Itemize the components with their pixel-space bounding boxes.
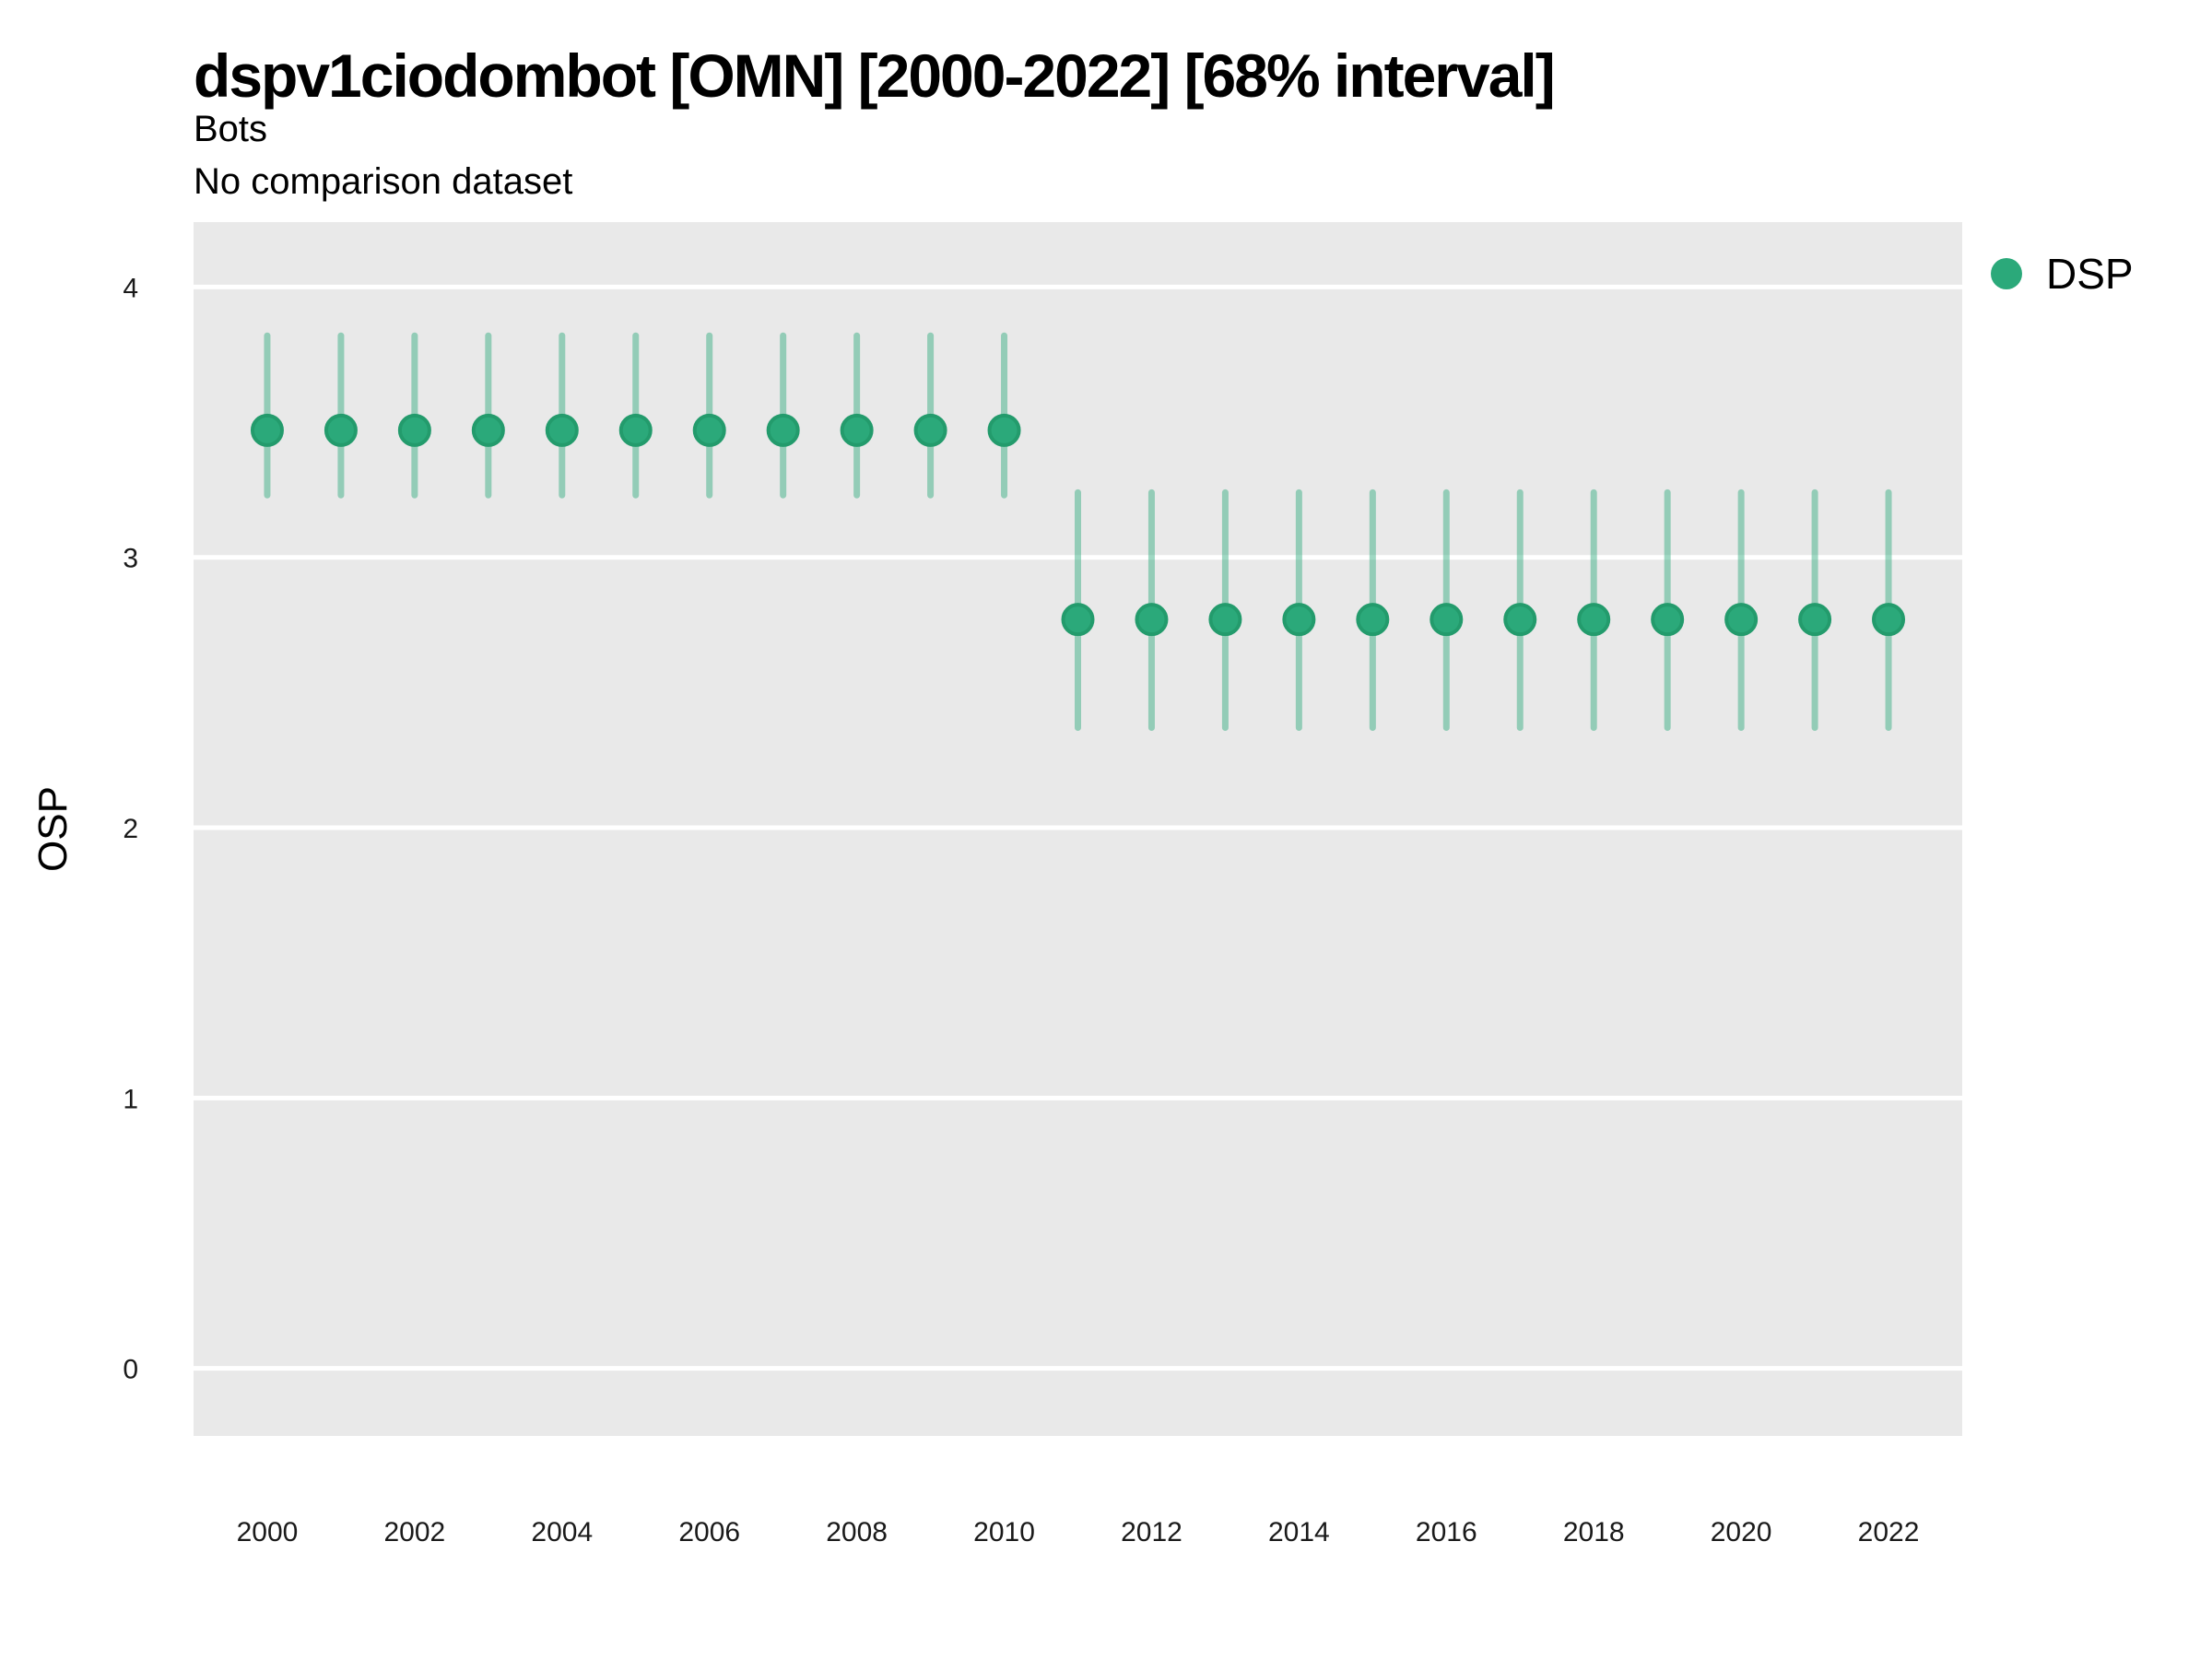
legend: DSP [1991, 253, 2134, 295]
chart-subtitle: Bots [194, 109, 268, 149]
data-point-2019 [1651, 603, 1685, 637]
x-tick-label-2010: 2010 [973, 1517, 1035, 1547]
data-point-2005 [618, 413, 653, 447]
x-tick-label-2022: 2022 [1858, 1517, 1920, 1547]
data-point-2011 [1061, 603, 1095, 637]
legend-label-dsp: DSP [2046, 250, 2134, 298]
x-tick-label-2018: 2018 [1563, 1517, 1625, 1547]
data-point-2014 [1282, 603, 1316, 637]
x-tick-label-2004: 2004 [531, 1517, 593, 1547]
data-point-2021 [1798, 603, 1832, 637]
data-point-2017 [1503, 603, 1537, 637]
y-axis-title: OSP [30, 786, 76, 872]
x-tick-label-2020: 2020 [1711, 1517, 1772, 1547]
data-point-2015 [1356, 603, 1390, 637]
legend-swatch-dsp [1991, 258, 2022, 289]
data-point-2022 [1872, 603, 1906, 637]
y-tick-label-2: 2 [123, 814, 138, 844]
data-point-2016 [1430, 603, 1464, 637]
y-tick-label-1: 1 [123, 1084, 138, 1114]
x-tick-label-2000: 2000 [237, 1517, 299, 1547]
chart-title: dspv1ciodombot [OMN] [2000-2022] [68% in… [194, 41, 1556, 110]
data-point-2003 [471, 413, 505, 447]
data-point-2006 [692, 413, 726, 447]
data-point-2004 [545, 413, 579, 447]
x-tick-label-2016: 2016 [1416, 1517, 1477, 1547]
data-point-2008 [840, 413, 874, 447]
y-tick-label-0: 0 [123, 1355, 138, 1385]
x-tick-label-2006: 2006 [678, 1517, 740, 1547]
data-point-2020 [1724, 603, 1759, 637]
y-tick-label-3: 3 [123, 544, 138, 574]
data-point-2002 [397, 413, 431, 447]
data-point-2018 [1577, 603, 1611, 637]
x-tick-label-2008: 2008 [826, 1517, 888, 1547]
x-tick-label-2002: 2002 [384, 1517, 446, 1547]
y-tick-label-4: 4 [123, 273, 138, 303]
data-point-2007 [766, 413, 800, 447]
chart-note: No comparison dataset [194, 161, 573, 202]
data-point-2010 [987, 413, 1021, 447]
data-point-2012 [1135, 603, 1169, 637]
x-tick-label-2012: 2012 [1121, 1517, 1182, 1547]
data-point-2001 [324, 413, 358, 447]
data-point-2013 [1208, 603, 1242, 637]
x-tick-label-2014: 2014 [1268, 1517, 1330, 1547]
data-point-2000 [250, 413, 284, 447]
data-point-2009 [913, 413, 947, 447]
